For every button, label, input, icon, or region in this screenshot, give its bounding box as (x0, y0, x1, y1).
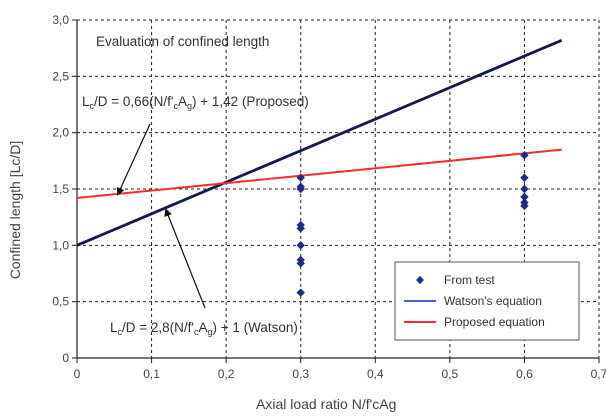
y-tick-label: 2,5 (52, 69, 69, 83)
test-point (296, 288, 305, 297)
legend-box (394, 261, 580, 341)
legend-label: Proposed equation (444, 315, 545, 329)
test-point (296, 184, 305, 194)
test-point (520, 184, 529, 194)
y-tick-label: 0,5 (52, 295, 69, 309)
x-tick-label: 0,5 (442, 367, 459, 381)
arrow-watson (164, 208, 206, 309)
watson-line (76, 38, 563, 247)
test-point (296, 241, 305, 250)
test-point (520, 173, 529, 182)
x-tick-label: 0,6 (516, 367, 533, 381)
x-axis-title: Axial load ratio N/f'cAg (256, 396, 396, 412)
y-tick-label: 1,0 (52, 238, 69, 252)
svg-text:Lc/D = 2,8(N/f'cAg) + 1 (Watso: Lc/D = 2,8(N/f'cAg) + 1 (Watson) (110, 320, 298, 337)
test-point (296, 259, 305, 268)
arrow-proposed (116, 123, 151, 196)
y-tick-label: 2,0 (52, 126, 69, 140)
proposed-line (76, 148, 562, 200)
test-point (520, 151, 529, 160)
x-tick-label: 0,1 (143, 367, 160, 381)
annotation-watson: Lc/D = 2,8(N/f'cAg) + 1 (Watson) (110, 320, 298, 337)
legend: From test Watson's equation Proposed equat… (394, 261, 580, 341)
chart-title: Evaluation of confined length (96, 34, 269, 49)
tick-labels: 0 0,1 0,2 0,3 0,4 0,5 0,6 0,7 0 0,5 1,0 1,5 2,0 2,5 3,… (52, 13, 606, 381)
test-point (520, 192, 529, 202)
x-tick-label: 0,4 (367, 367, 384, 381)
series-layer (76, 38, 563, 297)
svg-text:Lc/D = 0,66(N/f'cAg) + 1,42 (P: Lc/D = 0,66(N/f'cAg) + 1,42 (Proposed) (82, 94, 309, 111)
y-axis-title: Confined length [Lc/D] (7, 141, 23, 280)
x-tick-label: 0,3 (292, 367, 309, 381)
y-tick-label: 0 (62, 351, 69, 365)
legend-label: Watson's equation (444, 294, 542, 308)
x-tick-label: 0,2 (218, 367, 235, 381)
x-tick-label: 0 (74, 367, 81, 381)
test-point (296, 173, 305, 182)
test-point (520, 201, 529, 211)
legend-marker-test (416, 276, 424, 284)
y-tick-label: 3,0 (52, 13, 69, 27)
annotation-proposed: Lc/D = 0,66(N/f'cAg) + 1,42 (Proposed) (82, 94, 309, 111)
axes (72, 19, 600, 363)
legend-label: From test (444, 273, 495, 287)
y-tick-label: 1,5 (52, 182, 69, 196)
test-point (296, 224, 305, 233)
x-tick-label: 0,7 (591, 367, 606, 381)
